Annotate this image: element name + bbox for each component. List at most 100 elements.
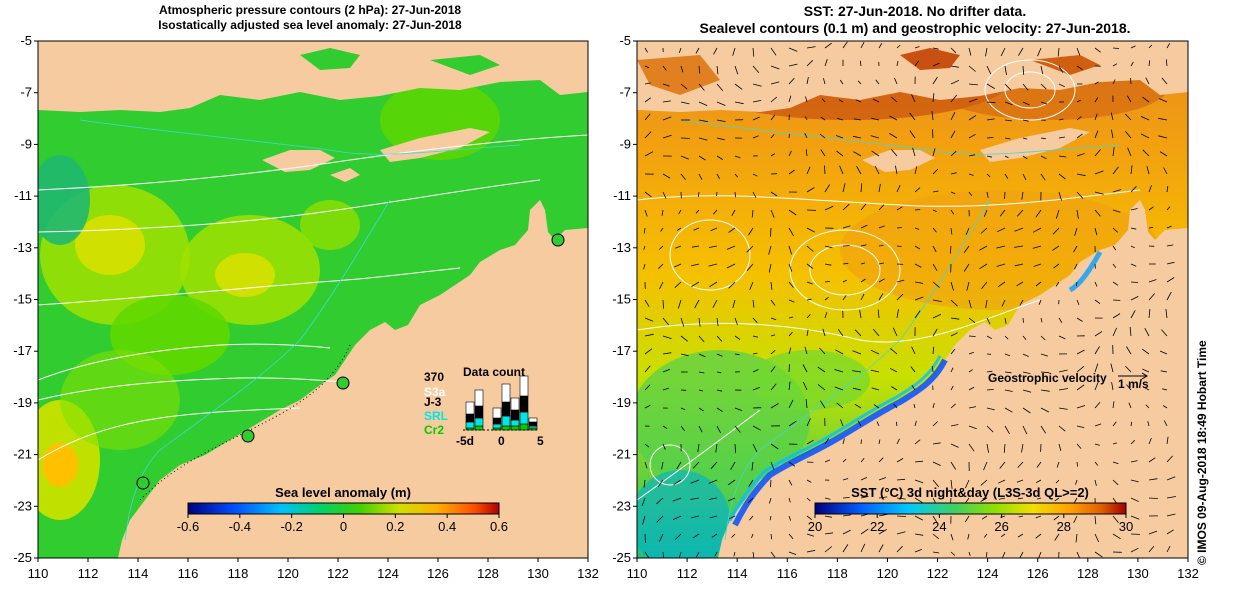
- velocity-arrow: [662, 551, 664, 558]
- velocity-arrow: [824, 58, 828, 67]
- velocity-arrow: [1142, 149, 1150, 157]
- velocity-arrow: [662, 83, 670, 87]
- velocity-arrow: [1160, 370, 1168, 373]
- velocity-arrow: [837, 329, 844, 337]
- velocity-arrow: [747, 497, 754, 504]
- velocity-arrow: [1094, 81, 1099, 85]
- velocity-arrow: [716, 173, 720, 179]
- velocity-arrow: [678, 47, 682, 54]
- right-title-line1: SST: 27-Jun-2018. No drifter data.: [803, 3, 1027, 19]
- velocity-arrow: [1094, 346, 1100, 355]
- velocity-arrow: [662, 100, 671, 103]
- velocity-arrow: [986, 389, 994, 391]
- velocity-arrow: [1036, 461, 1042, 468]
- velocity-arrow: [1112, 189, 1122, 193]
- velocity-arrow: [824, 312, 828, 319]
- velocity-arrow: [893, 403, 898, 409]
- velocity-arrow: [896, 531, 906, 535]
- velocity-arrow: [856, 166, 862, 175]
- velocity-arrow: [788, 399, 794, 409]
- velocity-arrow: [1056, 461, 1060, 468]
- velocity-arrow: [878, 293, 884, 301]
- velocity-arrow: [788, 347, 792, 355]
- velocity-arrow: [1040, 353, 1049, 357]
- velocity-arrow: [823, 78, 826, 85]
- velocity-arrow: [932, 461, 941, 466]
- velocity-arrow: [932, 227, 937, 233]
- velocity-arrow: [662, 335, 672, 339]
- tide-gauge-marker: [336, 376, 350, 390]
- velocity-arrow: [1112, 421, 1117, 427]
- velocity-arrow: [950, 551, 956, 556]
- velocity-arrow: [693, 227, 700, 231]
- velocity-arrow: [662, 65, 667, 71]
- lon-tick-label: 122: [927, 566, 949, 581]
- velocity-arrow: [1148, 60, 1151, 67]
- velocity-arrow: [824, 263, 832, 266]
- velocity-arrow: [1130, 281, 1139, 283]
- velocity-arrow: [1022, 119, 1029, 122]
- velocity-arrow: [1112, 479, 1119, 486]
- velocity-arrow: [1004, 101, 1013, 106]
- velocity-arrow: [1035, 515, 1042, 519]
- velocity-arrow: [1112, 79, 1116, 85]
- velocity-arrow: [1022, 137, 1028, 140]
- velocity-arrow: [1130, 208, 1138, 211]
- velocity-arrow: [1140, 133, 1150, 139]
- velocity-arrow: [697, 191, 700, 198]
- velocity-arrow: [1130, 186, 1137, 193]
- velocity-arrow: [1076, 443, 1082, 449]
- velocity-arrow: [752, 65, 760, 74]
- velocity-arrow: [986, 101, 996, 104]
- velocity-arrow: [932, 209, 937, 212]
- velocity-arrow: [748, 227, 754, 236]
- velocity-arrow: [891, 386, 898, 391]
- velocity-arrow: [752, 191, 757, 198]
- velocity-arrow: [657, 479, 664, 488]
- velocity-arrow: [932, 421, 938, 427]
- velocity-arrow: [770, 334, 776, 337]
- right-map: [637, 41, 1188, 558]
- velocity-arrow: [806, 549, 816, 553]
- velocity-arrow: [734, 83, 743, 90]
- velocity-arrow: [752, 116, 760, 121]
- velocity-arrow: [770, 299, 776, 306]
- velocity-arrow: [896, 478, 906, 481]
- data-count-bar: [474, 405, 484, 419]
- sla-colorbar: Sea level anomaly (m) -0.6 -0.4 -0.2 0 0.2 0.…: [177, 485, 508, 534]
- velocity-arrow: [751, 461, 754, 471]
- velocity-arrow: [1112, 401, 1115, 409]
- velocity-arrow: [878, 204, 885, 211]
- velocity-arrow: [932, 551, 940, 554]
- velocity-arrow: [968, 299, 972, 309]
- velocity-arrow: [1112, 147, 1115, 157]
- velocity-arrow: [1158, 98, 1168, 103]
- velocity-arrow: [1094, 47, 1101, 53]
- velocity-arrow: [860, 293, 865, 301]
- lon-tick-label: 110: [28, 566, 49, 581]
- velocity-arrow: [769, 515, 772, 521]
- velocity-arrow: [752, 369, 759, 373]
- velocity-arrow: [981, 281, 988, 290]
- velocity-arrow: [932, 328, 938, 337]
- velocity-arrow: [985, 551, 988, 558]
- velocity-arrow: [1040, 425, 1047, 434]
- velocity-arrow: [1094, 227, 1098, 236]
- data-count-bar: [501, 425, 511, 431]
- velocity-arrow: [1035, 209, 1042, 218]
- left-title-line1: Atmospheric pressure contours (2 hPa): 2…: [158, 3, 462, 17]
- velocity-arrow: [1004, 425, 1010, 434]
- colorbar-tick-label: 22: [870, 519, 884, 534]
- velocity-arrow: [770, 317, 777, 321]
- velocity-arrow: [695, 551, 700, 558]
- velocity-arrow: [950, 403, 956, 409]
- velocity-arrow: [892, 327, 898, 337]
- velocity-arrow: [968, 335, 976, 337]
- velocity-arrow: [788, 479, 793, 486]
- velocity-arrow: [1130, 460, 1138, 463]
- velocity-arrow: [839, 79, 844, 85]
- velocity-arrow: [896, 245, 902, 247]
- velocity-arrow: [1166, 206, 1171, 211]
- velocity-arrow: [1076, 281, 1078, 287]
- velocity-arrow: [662, 134, 672, 139]
